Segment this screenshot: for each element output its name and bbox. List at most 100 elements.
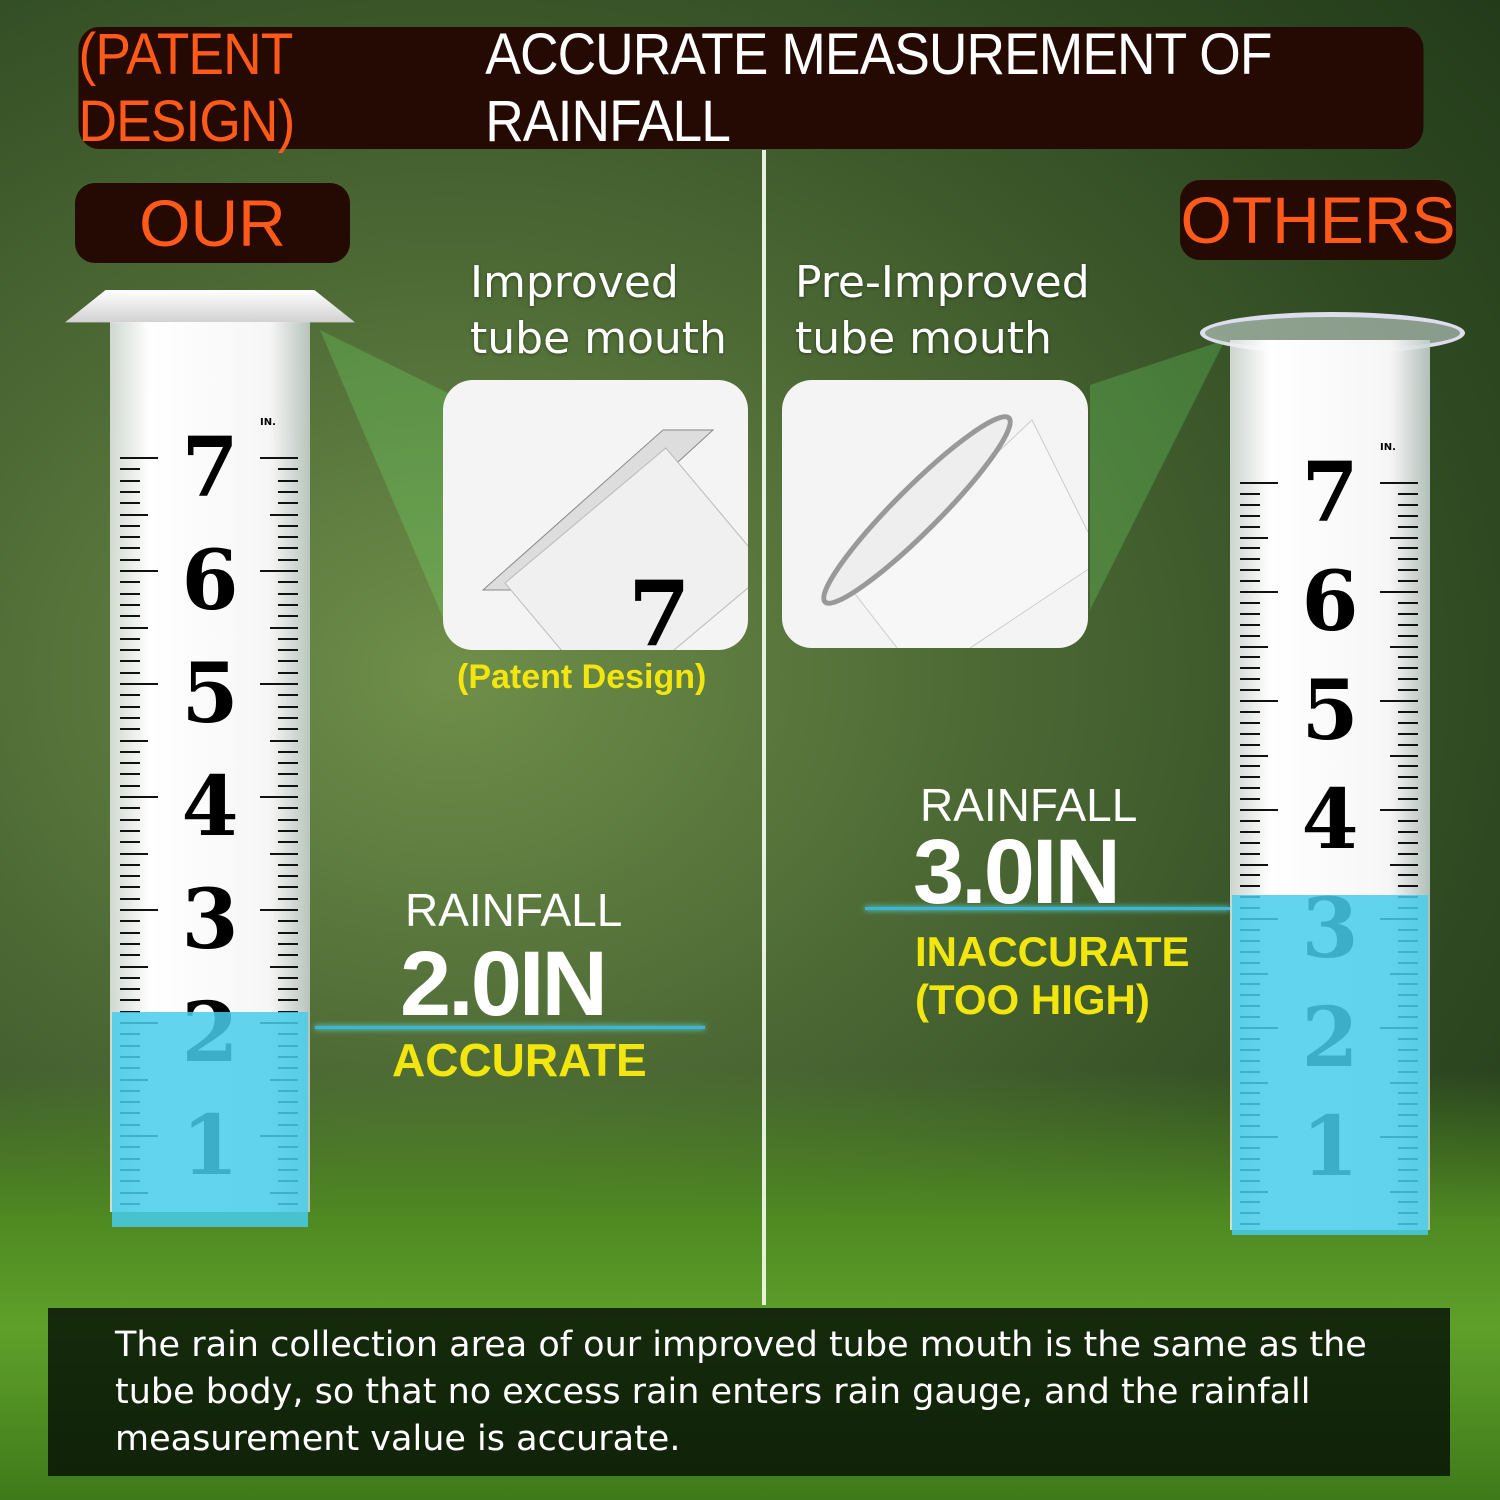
header-title: ACCURATE MEASUREMENT OF RAINFALL [485,22,1272,154]
gauge-tick [278,592,298,595]
header-banner: (PATENT DESIGN) ACCURATE MEASUREMENT OF … [78,22,1424,154]
gauge-tick [120,581,140,584]
gauge-number: 4 [1301,772,1359,868]
gauge-tick [278,547,298,550]
gauge-number: 5 [1301,663,1359,759]
gauge-tick [120,976,140,979]
gauge-tick [120,513,148,516]
our-rainfall-label: RAINFALL [405,884,623,936]
gauge-tick [278,1010,298,1013]
gauge-tick [1240,547,1260,550]
too-high-label: (TOO HIGH) [915,976,1150,1023]
gauge-tick [1398,601,1418,604]
gauge-tick [1398,656,1418,659]
gauge-tick [278,818,298,821]
gauge-tick [278,920,298,923]
others-rainfall-value: 3.0IN [913,821,1121,923]
gauge-tick [278,603,298,606]
gauge-tick [120,536,140,539]
gauge-tick [278,875,298,878]
gauge-tick [1398,830,1418,833]
gauge-tick [1380,591,1418,593]
gauge-tick [1398,798,1418,801]
gauge-tick [1240,700,1278,702]
gauge-tick [1380,809,1418,811]
gauge-tick [120,988,140,991]
gauge-tick [278,942,298,945]
gauge-tick [1398,503,1418,506]
header-prefix: (PATENT DESIGN) [78,22,295,154]
gauge-tick [120,716,140,719]
gauge-tick [278,728,298,731]
our-rainfall-value: 2.0IN [400,933,608,1035]
our-tag: OUR [75,183,350,263]
gauge-tick [1240,569,1260,572]
gauge-tick [278,716,298,719]
others-tag: OTHERS [1180,180,1456,260]
svg-text:7: 7 [628,561,691,650]
gauge-tick [120,649,140,652]
gauge-tick [278,841,298,844]
gauge-tick [1398,787,1418,790]
gauge-tick [1240,710,1260,713]
gauge-tick [278,773,298,776]
gauge-tick [1240,612,1260,615]
gauge-tick [278,479,298,482]
gauge-tick [1398,558,1418,561]
gauge-tick [120,694,140,697]
gauge-tick [120,784,140,787]
gauge-tick [1398,569,1418,572]
gauge-tick [1240,482,1278,484]
gauge-tick [260,570,298,572]
gauge-tick [1398,819,1418,822]
gauge-tick [278,931,298,934]
others-rainfall-label: RAINFALL [920,779,1138,831]
gauge-number: 7 [1301,445,1359,541]
gauge-tick [120,796,158,798]
description-box: The rain collection area of our improved… [48,1308,1450,1476]
gauge-tick [278,637,298,640]
gauge-tick [120,468,140,471]
others-water-level [1232,895,1428,1235]
inaccurate-label: INACCURATE [915,928,1190,975]
gauge-number: 5 [181,646,239,742]
gauge-tick [1380,700,1418,702]
gauge-number: 4 [181,759,239,855]
pre-improved-mouth-closeup [782,380,1088,648]
gauge-tick [1390,645,1418,648]
gauge-tick [1398,689,1418,692]
gauge-tick [1240,623,1260,626]
gauge-tick [1390,536,1418,539]
gauge-tick [1398,885,1418,888]
gauge-tick [120,592,140,595]
gauge-tick [120,547,140,550]
gauge-tick [1240,514,1260,517]
gauge-tick [1240,721,1260,724]
gauge-tick [1398,841,1418,844]
gauge-tick [120,479,140,482]
gauge-tick [1240,885,1260,888]
improved-label: Improved tube mouth [470,257,727,364]
gauge-tick [1240,830,1260,833]
gauge-tick [120,965,148,968]
gauge-tick [1240,874,1260,877]
gauge-tick [120,728,140,731]
gauge-tick [1398,514,1418,517]
gauge-tick [120,502,140,505]
gauge-tick [120,886,140,889]
description-line: tube body, so that no excess rain enters… [115,1372,1311,1412]
gauge-tick [278,660,298,663]
gauge-number: 6 [1301,554,1359,650]
gauge-tick [1240,852,1260,855]
others-level-line [865,907,1230,910]
gauge-tick [120,660,140,663]
gauge-tick [1398,580,1418,583]
gauge-tick [1398,612,1418,615]
gauge-tick [120,762,140,765]
gauge-tick [278,886,298,889]
gauge-tick [1398,547,1418,550]
gauge-tick [1398,732,1418,735]
description-line: measurement value is accurate. [115,1419,681,1459]
gauge-tick [260,457,298,459]
